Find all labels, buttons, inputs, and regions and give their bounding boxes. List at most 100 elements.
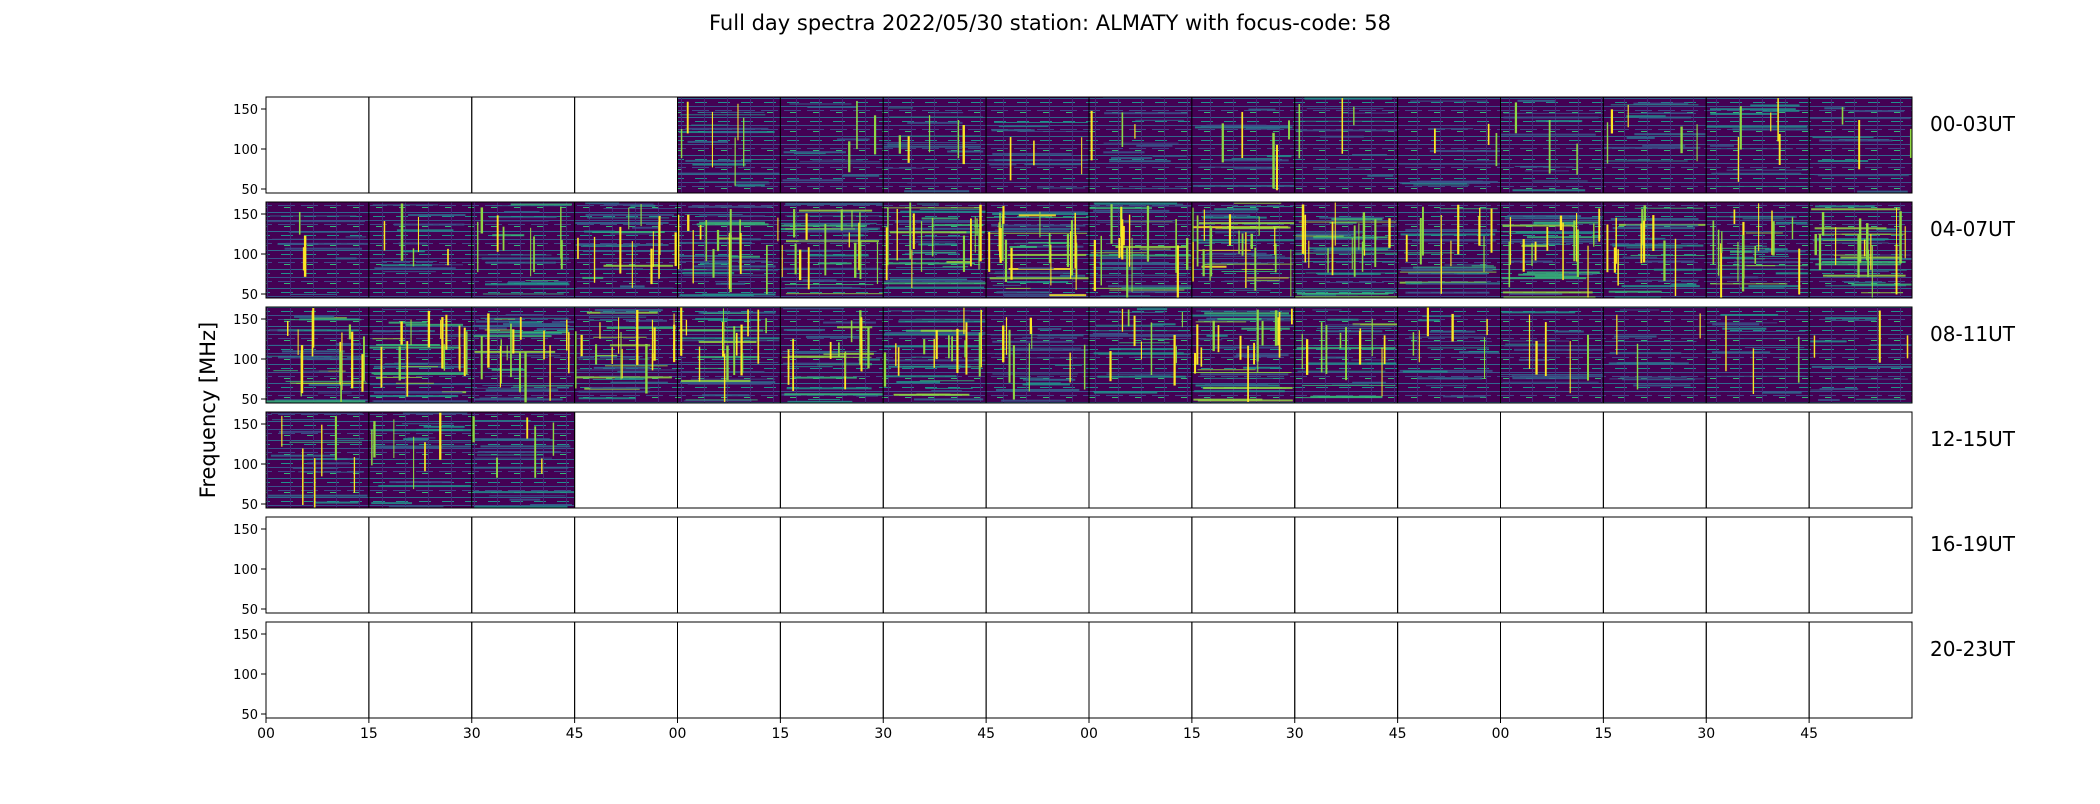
y-tick-label: 100 xyxy=(233,353,258,368)
spectrum-stripe xyxy=(1522,244,1571,246)
spectrum-stripe xyxy=(1317,272,1381,275)
burst-mark xyxy=(1674,238,1677,297)
spectrum-stripe xyxy=(1103,97,1161,99)
x-tick-label: 00 xyxy=(669,726,687,742)
burst-mark xyxy=(1720,243,1723,298)
spectrum-stripe xyxy=(1720,314,1779,317)
spectrum-stripe xyxy=(1620,376,1687,378)
burst-mark xyxy=(1228,214,1232,246)
burst-mark xyxy=(1587,334,1589,381)
spectrum-stripe xyxy=(484,329,515,331)
panel-frame xyxy=(985,411,1090,509)
panel-frame xyxy=(677,516,781,614)
burst-mark xyxy=(496,457,498,478)
spectrum-stripe xyxy=(1643,260,1695,263)
burst-mark xyxy=(1275,144,1278,191)
burst-mark xyxy=(1615,217,1617,264)
spectrum-stripe xyxy=(301,370,329,372)
spectrum-stripe xyxy=(1876,212,1902,214)
burst-mark xyxy=(1871,245,1873,298)
burst-mark xyxy=(787,349,790,385)
burst-mark xyxy=(1841,107,1844,125)
spectrogram-panel xyxy=(471,621,576,719)
spectrum-stripe xyxy=(1400,267,1496,269)
burst-mark xyxy=(500,339,502,384)
spectrum-stripe xyxy=(1207,262,1268,265)
spectrum-stripe xyxy=(1501,277,1587,280)
spectrum-stripe xyxy=(498,215,571,217)
panel-frame xyxy=(1088,621,1193,719)
burst-mark xyxy=(1126,248,1129,298)
spectrum-stripe xyxy=(1089,334,1192,337)
spectrum-stripe xyxy=(807,106,857,108)
spectrum-stripe xyxy=(1017,130,1088,132)
burst-mark xyxy=(1210,226,1213,277)
x-ticks: 00 15 30 45 00 15 30 45 00 15 30 45 00 15 30 45 xyxy=(257,718,1818,742)
burst-mark xyxy=(1005,317,1008,355)
spectrogram-panel xyxy=(1397,306,1501,404)
spectrum-stripe xyxy=(473,398,563,401)
burst-mark xyxy=(1772,221,1775,256)
spectrum-stripe xyxy=(696,223,769,226)
burst-mark xyxy=(512,329,515,354)
spectrum-stripe xyxy=(992,284,1021,286)
spectrum-stripe xyxy=(1509,260,1553,263)
burst-mark xyxy=(1120,206,1122,257)
panel-frame xyxy=(574,411,678,509)
spectrum-stripe xyxy=(785,228,856,230)
spectrum-stripe xyxy=(1501,240,1598,243)
spectrum-stripe xyxy=(692,163,746,166)
spectrum-stripe xyxy=(698,341,757,344)
burst-mark xyxy=(931,217,934,257)
spectrum-stripe xyxy=(1513,348,1603,351)
burst-mark xyxy=(1029,317,1033,334)
burst-mark xyxy=(1906,335,1909,359)
spectrum-stripe xyxy=(888,365,971,368)
spectrum-stripe xyxy=(590,386,651,389)
burst-mark xyxy=(854,242,857,278)
burst-mark xyxy=(1176,245,1179,298)
burst-mark xyxy=(1576,229,1579,278)
spectrum-stripe xyxy=(393,223,465,226)
spectrum-stripe xyxy=(1196,310,1292,312)
panel-frame xyxy=(779,411,884,509)
spectrum-stripe xyxy=(600,311,638,314)
spectrum-stripe xyxy=(530,504,572,507)
burst-mark xyxy=(962,235,966,272)
spectrum-stripe xyxy=(1554,330,1584,333)
spectrum-stripe xyxy=(266,400,366,403)
spectrum-stripe xyxy=(1109,160,1171,163)
burst-mark xyxy=(652,231,654,267)
spectrum-stripe xyxy=(680,371,765,373)
burst-mark xyxy=(510,323,512,378)
burst-mark xyxy=(1752,348,1755,394)
burst-mark xyxy=(673,313,675,332)
spectrum-stripe xyxy=(1610,218,1699,221)
spectrum-stripe xyxy=(1817,175,1909,177)
spectrum-stripe xyxy=(1762,391,1802,394)
burst-mark xyxy=(793,209,796,238)
spectrum-stripe xyxy=(388,321,427,324)
x-tick-label: 00 xyxy=(1492,726,1510,742)
spectrum-stripe xyxy=(1304,97,1393,100)
spectrum-stripe xyxy=(1111,157,1153,160)
spectrum-stripe xyxy=(802,279,837,282)
burst-mark xyxy=(1241,233,1244,256)
panel-frame xyxy=(1602,621,1707,719)
burst-mark xyxy=(856,100,858,150)
spectrum-stripe xyxy=(1119,342,1170,344)
spectrum-stripe xyxy=(483,220,549,222)
spectrum-stripe xyxy=(883,375,957,378)
spectrum-stripe xyxy=(950,231,985,234)
spectrum-stripe xyxy=(491,205,566,207)
panel-frame xyxy=(1705,516,1810,614)
burst-mark xyxy=(1140,341,1142,360)
spectrogram-fill xyxy=(780,97,884,193)
spectrum-stripe xyxy=(687,382,772,385)
spectrum-stripe xyxy=(1532,180,1588,182)
spectrum-stripe xyxy=(486,355,561,357)
spectrum-stripe xyxy=(991,224,1086,227)
spectrum-stripe xyxy=(582,250,674,252)
spectrum-stripe xyxy=(939,364,962,367)
spectrum-stripe xyxy=(380,352,451,354)
